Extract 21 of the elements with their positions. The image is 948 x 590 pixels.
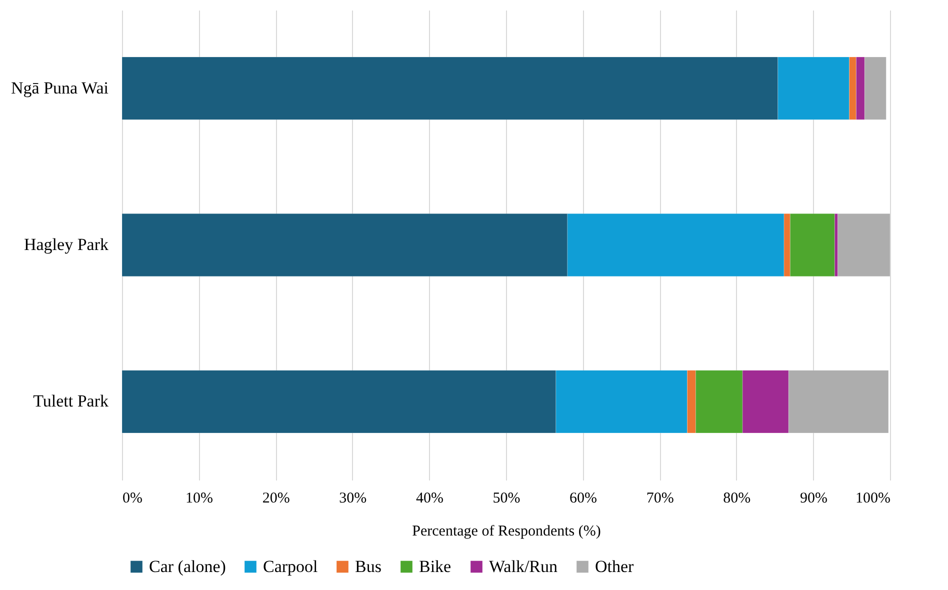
legend-label: Other	[595, 556, 634, 576]
x-tick-label: 80%	[723, 490, 751, 506]
legend-label: Bus	[355, 556, 382, 576]
legend-label: Bike	[419, 556, 452, 576]
x-tick-label: 0%	[122, 490, 142, 506]
x-tick-label: 30%	[339, 490, 367, 506]
x-tick-label: 60%	[570, 490, 598, 506]
legend-label: Carpool	[263, 556, 318, 576]
x-tick-label: 50%	[492, 490, 520, 506]
x-tick-label: 100%	[856, 490, 890, 506]
x-axis-title: Percentage of Respondents (%)	[412, 524, 601, 540]
legend-label: Walk/Run	[489, 556, 558, 576]
y-tick-label: Hagley Park	[24, 235, 109, 254]
x-tick-label: 40%	[416, 490, 444, 506]
y-tick-label: Tulett Park	[33, 392, 109, 411]
x-tick-label: 70%	[646, 490, 674, 506]
y-tick-label: Ngā Puna Wai	[11, 78, 109, 98]
x-tick-label: 90%	[800, 490, 828, 506]
x-tick-label: 10%	[186, 490, 214, 506]
x-tick-label: 20%	[262, 490, 290, 506]
legend-label: Car (alone)	[149, 556, 226, 576]
